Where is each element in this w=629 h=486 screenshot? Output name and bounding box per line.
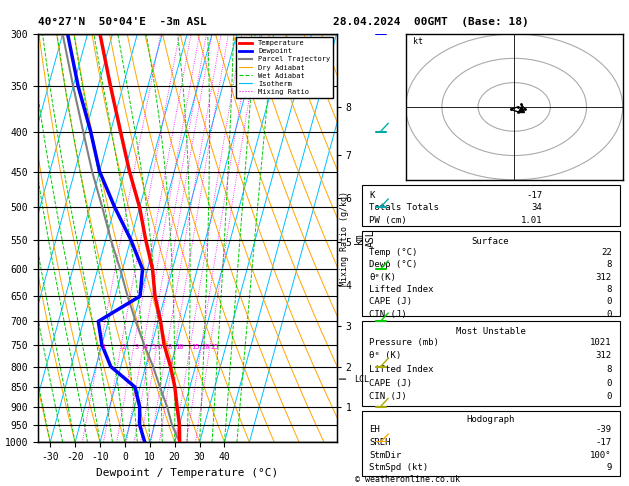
Text: Totals Totals: Totals Totals: [369, 203, 439, 212]
Text: 8: 8: [606, 365, 612, 374]
Text: 1: 1: [101, 344, 105, 350]
Text: θᵉ (K): θᵉ (K): [369, 351, 402, 361]
Text: 34: 34: [532, 203, 542, 212]
Text: 0: 0: [606, 310, 612, 318]
Text: -39: -39: [596, 425, 612, 434]
Text: CAPE (J): CAPE (J): [369, 297, 413, 306]
Text: 9: 9: [606, 464, 612, 472]
Text: Most Unstable: Most Unstable: [455, 327, 526, 336]
Text: CIN (J): CIN (J): [369, 392, 407, 401]
Text: 2: 2: [121, 344, 126, 350]
Y-axis label: km
ASL: km ASL: [354, 229, 376, 247]
Text: 312: 312: [596, 273, 612, 281]
Text: K: K: [369, 191, 375, 200]
Text: 4: 4: [143, 344, 148, 350]
Text: 22: 22: [601, 248, 612, 257]
Text: 8: 8: [167, 344, 172, 350]
Text: 8: 8: [606, 260, 612, 269]
Text: Surface: Surface: [472, 237, 509, 246]
Text: -17: -17: [596, 438, 612, 447]
Text: 40°27'N  50°04'E  -3m ASL: 40°27'N 50°04'E -3m ASL: [38, 17, 206, 27]
Text: StmDir: StmDir: [369, 451, 402, 460]
Text: 0: 0: [606, 392, 612, 401]
Text: Lifted Index: Lifted Index: [369, 285, 434, 294]
Text: PW (cm): PW (cm): [369, 216, 407, 225]
Text: Lifted Index: Lifted Index: [369, 365, 434, 374]
Text: © weatheronline.co.uk: © weatheronline.co.uk: [355, 474, 460, 484]
Text: 5: 5: [151, 344, 155, 350]
Text: SREH: SREH: [369, 438, 391, 447]
Text: 8: 8: [606, 285, 612, 294]
Text: -17: -17: [526, 191, 542, 200]
Text: 100°: 100°: [591, 451, 612, 460]
Text: LCL: LCL: [355, 375, 369, 383]
Text: StmSpd (kt): StmSpd (kt): [369, 464, 428, 472]
Text: 0: 0: [606, 379, 612, 388]
Text: 312: 312: [596, 351, 612, 361]
Text: 1.01: 1.01: [521, 216, 542, 225]
Legend: Temperature, Dewpoint, Parcel Trajectory, Dry Adiabat, Wet Adiabat, Isotherm, Mi: Temperature, Dewpoint, Parcel Trajectory…: [236, 37, 333, 98]
Text: 6: 6: [157, 344, 162, 350]
Text: 10: 10: [175, 344, 184, 350]
Text: kt: kt: [413, 37, 423, 46]
Text: 20: 20: [202, 344, 210, 350]
Text: Dewp (°C): Dewp (°C): [369, 260, 418, 269]
Text: 0: 0: [606, 297, 612, 306]
Text: CIN (J): CIN (J): [369, 310, 407, 318]
Text: EH: EH: [369, 425, 380, 434]
Text: Pressure (mb): Pressure (mb): [369, 338, 439, 347]
Text: Hodograph: Hodograph: [467, 415, 515, 424]
Text: Mixing Ratio (g/kg): Mixing Ratio (g/kg): [340, 191, 348, 286]
Text: θᵉ(K): θᵉ(K): [369, 273, 396, 281]
Text: 15: 15: [191, 344, 199, 350]
Text: 28.04.2024  00GMT  (Base: 18): 28.04.2024 00GMT (Base: 18): [333, 17, 529, 27]
Text: Temp (°C): Temp (°C): [369, 248, 418, 257]
X-axis label: Dewpoint / Temperature (°C): Dewpoint / Temperature (°C): [96, 468, 278, 478]
Text: CAPE (J): CAPE (J): [369, 379, 413, 388]
Text: 25: 25: [211, 344, 219, 350]
Text: 1021: 1021: [591, 338, 612, 347]
Text: 3: 3: [135, 344, 138, 350]
